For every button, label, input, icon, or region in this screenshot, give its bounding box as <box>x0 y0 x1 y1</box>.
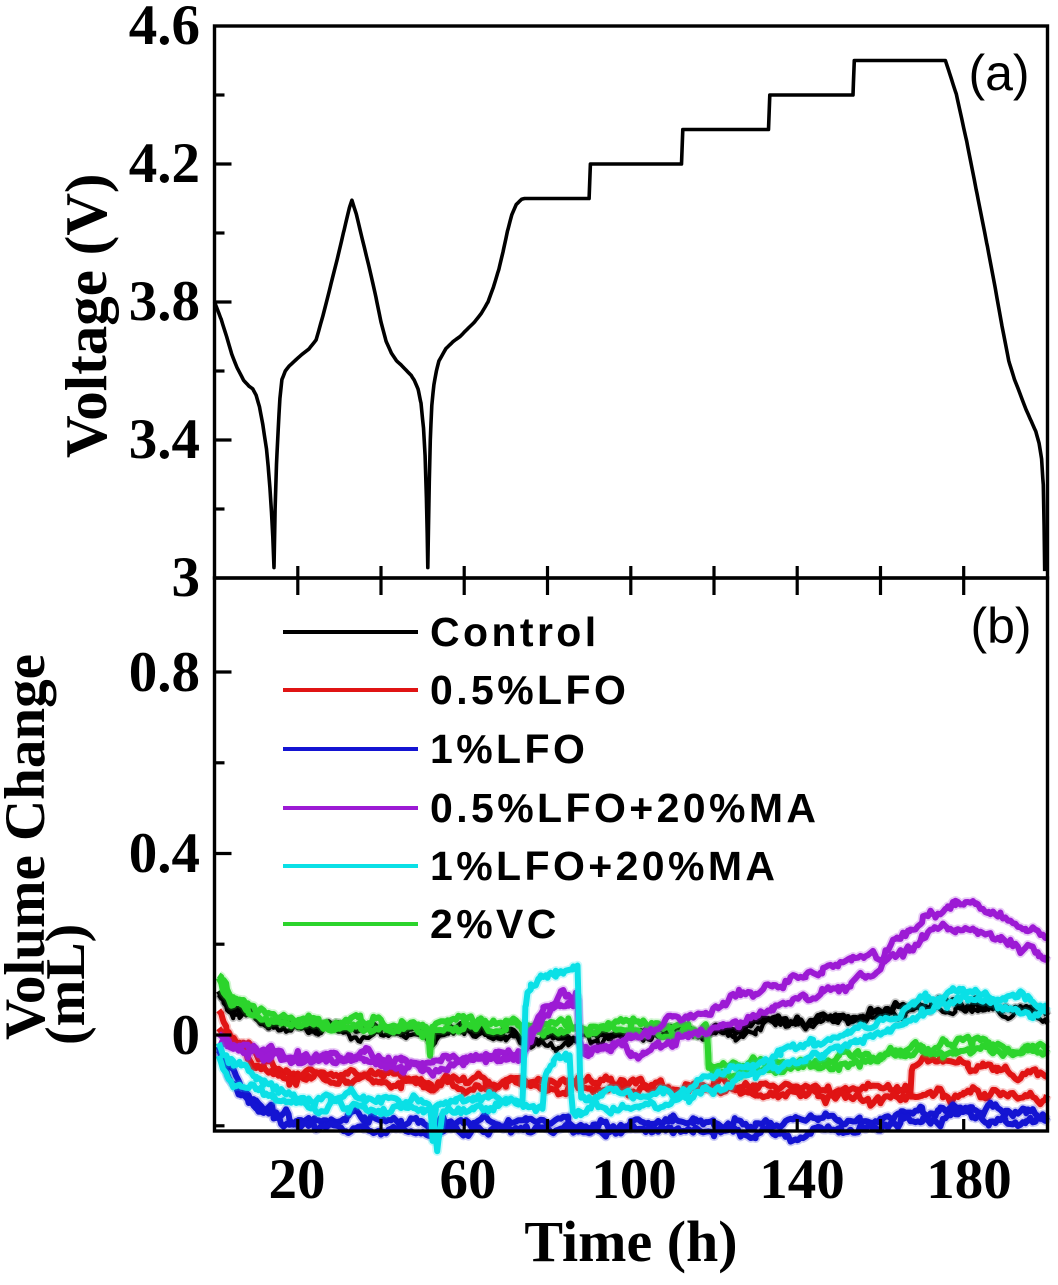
svg-text:0.8: 0.8 <box>129 641 200 704</box>
svg-text:Time (h): Time (h) <box>524 1209 737 1274</box>
svg-text:1%LFO: 1%LFO <box>430 726 588 772</box>
svg-text:4.6: 4.6 <box>129 0 200 57</box>
svg-text:20: 20 <box>269 1148 326 1211</box>
svg-text:(a): (a) <box>968 45 1029 101</box>
svg-text:0.5%LFO+20%MA: 0.5%LFO+20%MA <box>430 785 819 831</box>
svg-text:3.8: 3.8 <box>129 270 200 333</box>
svg-text:0: 0 <box>172 1004 201 1067</box>
svg-text:3: 3 <box>172 546 201 609</box>
svg-text:(b): (b) <box>970 598 1031 654</box>
svg-text:0.5%LFO: 0.5%LFO <box>430 667 629 713</box>
svg-text:4.2: 4.2 <box>129 132 200 195</box>
svg-text:60: 60 <box>440 1148 497 1211</box>
svg-text:140: 140 <box>759 1148 845 1211</box>
svg-text:Volume Change: Volume Change <box>0 654 57 1040</box>
svg-text:0.4: 0.4 <box>129 822 200 885</box>
svg-text:Voltage (V): Voltage (V) <box>53 173 119 458</box>
svg-text:180: 180 <box>926 1148 1012 1211</box>
svg-text:2%VC: 2%VC <box>430 901 560 947</box>
svg-text:100: 100 <box>591 1148 677 1211</box>
svg-text:1%LFO+20%MA: 1%LFO+20%MA <box>430 843 778 889</box>
svg-text:Control: Control <box>430 609 600 655</box>
svg-text:3.4: 3.4 <box>129 408 200 471</box>
svg-text:(mL): (mL) <box>35 924 97 1045</box>
